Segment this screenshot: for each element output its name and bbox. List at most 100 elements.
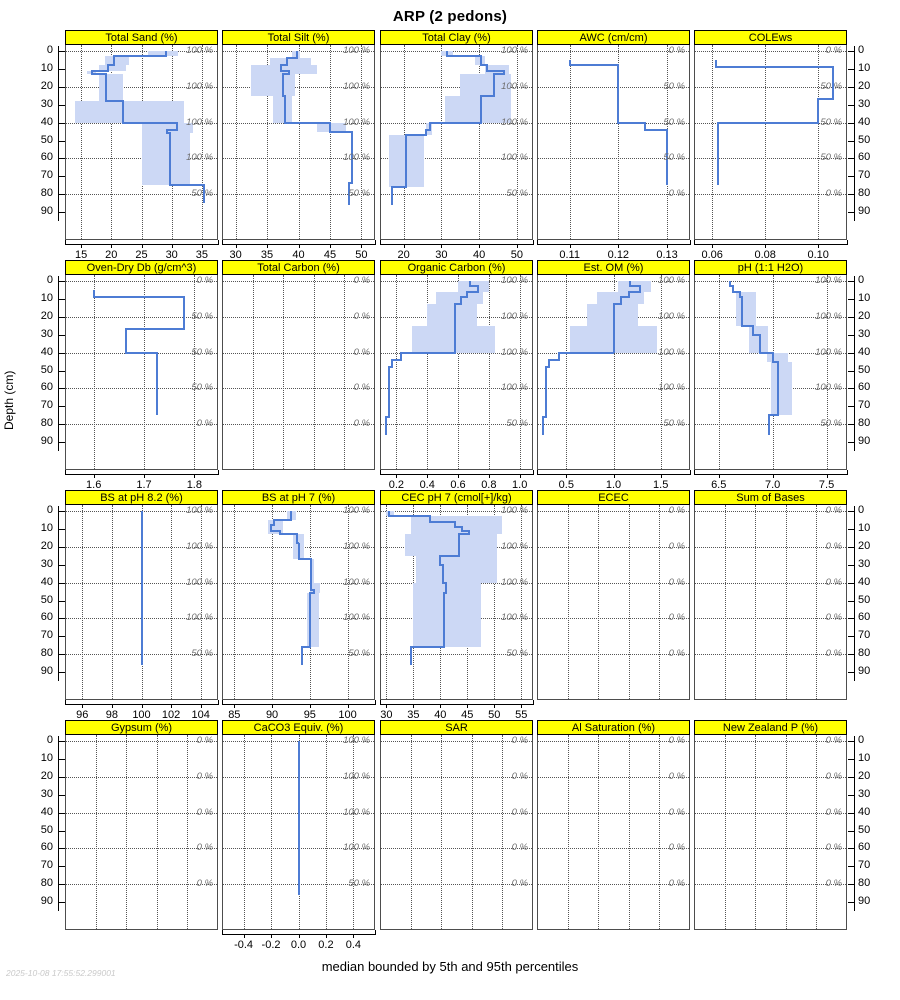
depth-axis-tick [58, 654, 65, 656]
x-axis-tick-label: 25 [135, 249, 148, 261]
x-axis-tick-label: 50 [488, 709, 501, 721]
median-line-connector [279, 69, 291, 72]
horizontal-gridline [223, 424, 374, 426]
median-line-segment [644, 122, 647, 130]
depth-axis-tick [58, 352, 65, 354]
depth-axis-tick [58, 866, 65, 868]
vertical-gridline [785, 505, 787, 699]
horizontal-gridline [223, 194, 374, 196]
median-line-segment [443, 593, 446, 648]
horizontal-gridline [223, 281, 374, 282]
depth-axis-tick [848, 424, 855, 426]
median-line-connector [817, 98, 834, 101]
depth-axis-tick [58, 281, 65, 282]
depth-axis-label: 50 [40, 593, 53, 606]
contributing-fraction-label: 0 % [353, 346, 370, 358]
depth-axis-tick [848, 830, 855, 832]
contributing-fraction-label: 0 % [196, 735, 213, 746]
horizontal-gridline [695, 848, 846, 850]
contributing-fraction-label: 100 % [186, 45, 213, 56]
x-axis-tick [718, 474, 720, 478]
plot-area: 0 % 50 % 50 % 50 % 0 % [694, 45, 847, 240]
x-axis-end-cap [375, 240, 376, 245]
panel-title-strip: BS at pH 8.2 (%) [65, 490, 218, 505]
horizontal-gridline [538, 812, 689, 814]
plot-area: 100 % 100 % 100 % 100 % 50 % [380, 505, 533, 700]
horizontal-gridline [223, 654, 374, 656]
depth-axis-label: 60 [858, 151, 871, 164]
median-line-segment [467, 530, 470, 535]
contributing-fraction-label: 50 % [506, 188, 528, 200]
vertical-gridline [815, 505, 817, 699]
contributing-fraction-label: 100 % [186, 576, 213, 588]
median-line-connector [125, 351, 158, 354]
panel-title-strip: Total Clay (%) [380, 30, 533, 45]
horizontal-gridline [538, 654, 689, 656]
vertical-gridline [313, 275, 315, 469]
median-line-segment [155, 352, 158, 416]
horizontal-gridline [695, 51, 846, 52]
x-axis-tick-label: -0.4 [234, 939, 254, 951]
panel-bs-at-ph-8-2: BS at pH 8.2 (%) 100 % 100 % 100 % 100 % 50 % [65, 490, 218, 700]
median-line-segment [169, 133, 172, 186]
x-axis-tick-label: 0.13 [656, 249, 678, 261]
median-line-connector [739, 296, 744, 299]
x-axis-end-cap [694, 240, 695, 245]
median-line-connector [731, 290, 742, 293]
contributing-fraction-label: 0 % [825, 576, 842, 588]
contributing-fraction-label: 50 % [348, 878, 370, 890]
median-line-segment [122, 101, 125, 123]
depth-axis-tick [848, 812, 855, 814]
depth-axis-label: 0 [858, 44, 865, 56]
vertical-gridline [96, 735, 98, 929]
horizontal-gridline [381, 884, 532, 886]
x-axis-line [222, 704, 375, 705]
vertical-gridline [613, 275, 615, 469]
median-line-connector [122, 121, 178, 124]
horizontal-gridline [695, 618, 846, 620]
plot-area: 100 % 100 % 100 % 100 % 50 % [65, 45, 218, 240]
depth-axis-label: 90 [40, 895, 53, 908]
x-axis-tick [772, 474, 774, 478]
x-axis-tick-label: 85 [228, 709, 241, 721]
depth-axis-label: 90 [858, 205, 871, 218]
median-line-segment [568, 59, 571, 66]
median-line-connector [301, 646, 311, 649]
depth-axis-label: 90 [858, 435, 871, 448]
contributing-fraction-label: 100 % [186, 80, 213, 92]
depth-axis-label: 70 [858, 169, 871, 182]
depth-axis-label: 10 [40, 521, 53, 534]
depth-axis-label: 20 [40, 79, 53, 92]
horizontal-gridline [538, 884, 689, 886]
x-axis-tick-label: 1.6 [86, 479, 102, 491]
median-line-connector [741, 324, 755, 327]
depth-axis-label: 70 [40, 169, 53, 182]
x-axis-end-cap [222, 240, 223, 245]
depth-axis-tick [58, 298, 65, 300]
panel-title-strip: CEC pH 7 (cmol[+]/kg) [380, 490, 533, 505]
depth-axis-tick [848, 866, 855, 868]
contributing-fraction-label: 50 % [191, 648, 213, 660]
percentile-band [105, 56, 130, 66]
depth-axis-tick [58, 51, 65, 52]
median-line-connector [285, 57, 298, 60]
panel-total-carbon: Total Carbon (%) 0 % 0 % 0 % 0 % 0 % [222, 260, 375, 470]
depth-axis-tick [58, 68, 65, 70]
depth-axis-tick [58, 546, 65, 548]
median-line-segment [453, 304, 456, 353]
contributing-fraction-label: 100 % [501, 80, 528, 92]
vertical-gridline [488, 275, 490, 469]
contributing-fraction-label: 100 % [501, 275, 528, 286]
median-line-segment [731, 286, 734, 292]
contributing-fraction-label: 0 % [196, 878, 213, 890]
median-line-segment [716, 122, 719, 186]
vertical-gridline [347, 505, 349, 699]
horizontal-gridline [223, 352, 374, 354]
median-line-connector [460, 529, 470, 532]
contributing-fraction-label: 0 % [668, 576, 685, 588]
median-line-segment [183, 297, 186, 330]
horizontal-gridline [538, 511, 689, 512]
median-line-segment [666, 129, 669, 186]
median-line-segment [409, 647, 412, 665]
panel-bs-at-ph-7: BS at pH 7 (%) 100 % 100 % 100 % 100 % 50 % [222, 490, 375, 700]
